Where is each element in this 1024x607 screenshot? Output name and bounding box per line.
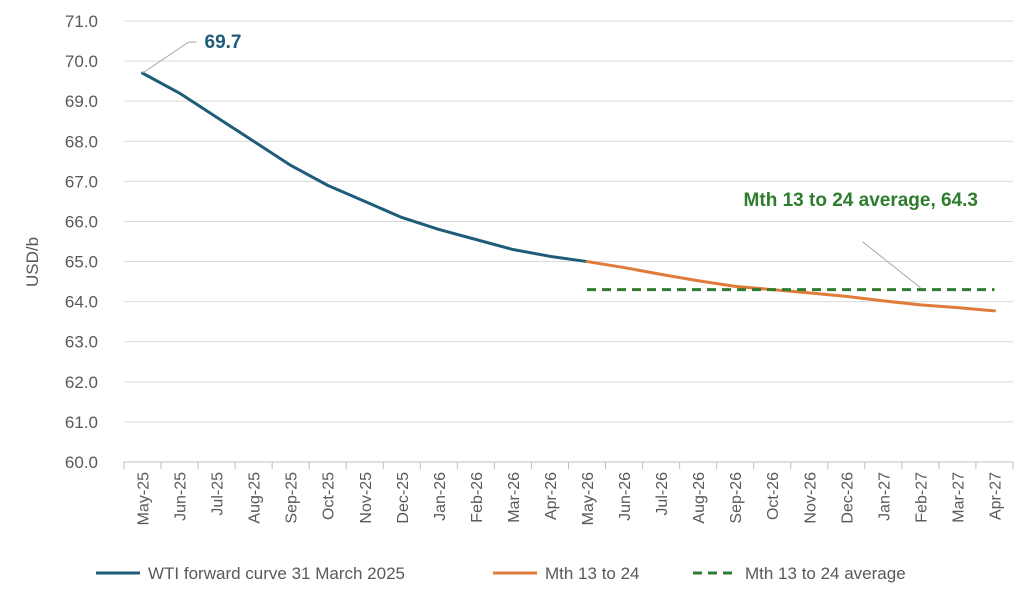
x-tick-label: Jun-26 [617,472,634,521]
legend: WTI forward curve 31 March 2025 Mth 13 to… [96,564,906,583]
gridlines [124,20,1013,423]
y-tick-label: 64.0 [65,293,98,312]
x-tick-label: May-26 [580,472,597,525]
x-tick-label: Jul-25 [210,472,227,516]
x-tick-label: Jan-26 [432,472,449,521]
y-tick-label: 69.0 [65,92,98,111]
x-tick-label: Aug-26 [691,472,708,524]
series-lines [141,71,996,313]
legend-label-1: WTI forward curve 31 March 2025 [148,564,405,583]
y-tick-label: 66.0 [65,212,98,231]
y-tick-label: 63.0 [65,333,98,352]
y-tick-label: 65.0 [65,253,98,272]
x-tick-label: Nov-26 [802,472,819,524]
x-tick-label: Dec-26 [839,472,856,524]
y-tick-label: 60.0 [65,453,98,472]
x-tick-label: Mar-27 [950,472,967,523]
x-tick-label: Nov-25 [358,472,375,524]
y-tick-label: 61.0 [65,413,98,432]
annotations: 69.7 Mth 13 to 24 average, 64.3 [142,32,978,289]
x-tick-label: Mar-26 [506,472,523,523]
y-tick-label: 67.0 [65,172,98,191]
annotation-average-value: Mth 13 to 24 average, 64.3 [744,190,978,211]
series-line-1 [141,71,589,264]
x-tick-label: Apr-27 [987,472,1004,520]
x-tick-label: Dec-25 [395,472,412,524]
x-tick-label: Jul-26 [654,472,671,516]
series-line-2 [585,260,996,313]
x-tick-label: May-25 [136,472,153,525]
y-axis-title: USD/b [23,237,42,287]
annotation-leader-line [142,41,197,74]
y-tick-label: 71.0 [65,12,98,31]
x-tick-label: Sep-26 [728,472,745,524]
x-tick-label: Oct-26 [765,472,782,520]
y-tick-label: 70.0 [65,52,98,71]
x-tick-label: Feb-27 [913,472,930,523]
y-tick-label: 62.0 [65,373,98,392]
annotation-leader-line [862,241,921,289]
legend-label-3: Mth 13 to 24 average [745,564,906,583]
x-tick-label: Oct-25 [321,472,338,520]
x-tick-label: Jun-25 [173,472,190,521]
x-tick-label: Sep-25 [284,472,301,524]
legend-label-2: Mth 13 to 24 [545,564,640,583]
y-tick-label: 68.0 [65,132,98,151]
axes: 60.0 61.0 62.0 63.0 64.0 65.0 66.0 67.0 68.0 69.0… [65,12,1014,525]
x-tick-label: Apr-26 [543,472,560,520]
annotation-start-value: 69.7 [205,32,242,53]
x-tick-label: Feb-26 [469,472,486,523]
x-tick-label: Jan-27 [876,472,893,521]
x-tick-label: Aug-25 [247,472,264,524]
